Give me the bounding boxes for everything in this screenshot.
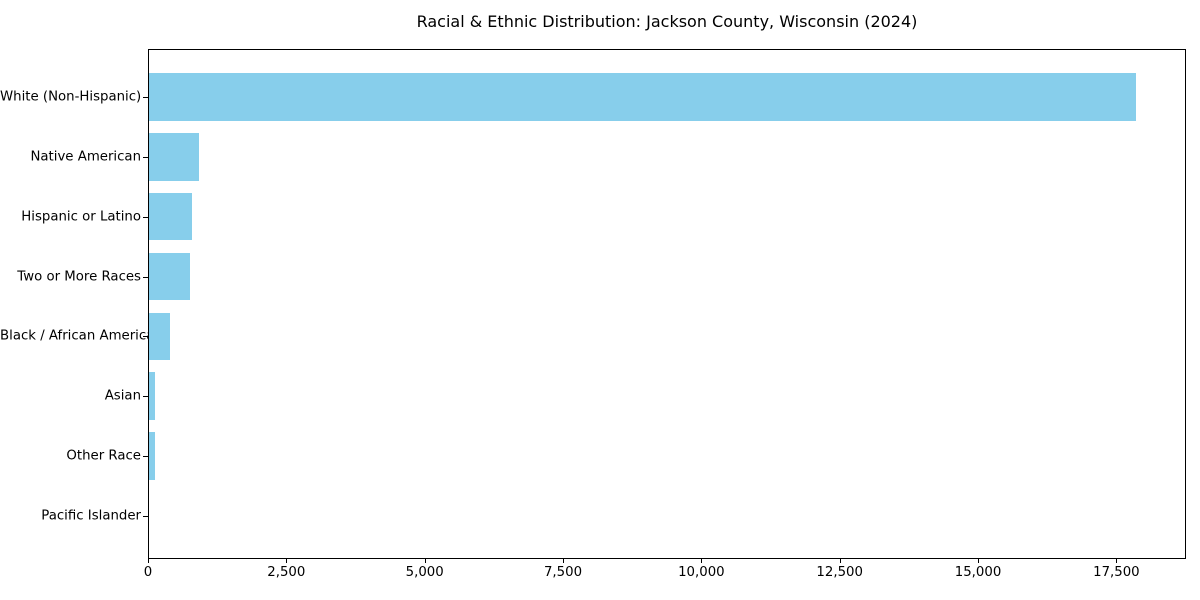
y-tick-label-other-race: Other Race [66, 448, 141, 464]
x-tick-label: 7,500 [543, 565, 583, 580]
y-tick-label-hispanic-or-latino: Hispanic or Latino [21, 209, 141, 225]
y-tick-mark [143, 276, 148, 278]
x-tick-mark [286, 559, 288, 563]
x-tick-label: 2,500 [267, 565, 306, 580]
x-tick-label: 0 [143, 565, 153, 580]
y-tick-mark [143, 455, 148, 457]
y-tick-label-native-american: Native American [30, 149, 141, 165]
y-tick-label-black-african-american: Black / African American [0, 328, 163, 344]
x-tick-mark [1116, 559, 1118, 563]
y-tick-mark [143, 515, 148, 517]
y-tick-label-pacific-islander: Pacific Islander [41, 508, 141, 524]
x-tick-label: 10,000 [678, 565, 725, 580]
x-tick-label: 12,500 [816, 565, 863, 580]
x-tick-mark [563, 559, 565, 563]
y-tick-mark [143, 156, 148, 158]
y-tick-label-two-or-more-races: Two or More Races [17, 268, 141, 284]
bar-hispanic-or-latino [149, 192, 192, 241]
bar-native-american [149, 133, 199, 181]
x-tick-mark [978, 559, 980, 563]
bar-two-or-more-races [149, 252, 190, 301]
x-tick-label: 5,000 [405, 565, 444, 580]
y-tick-mark [143, 216, 148, 218]
y-tick-mark [143, 336, 148, 338]
x-tick-mark [701, 559, 703, 563]
y-tick-label-asian: Asian [104, 388, 141, 404]
x-tick-mark [839, 559, 841, 563]
bar-black-african-american [149, 312, 171, 361]
x-tick-mark [148, 559, 149, 563]
chart-title: Racial & Ethnic Distribution: Jackson Co… [416, 12, 918, 31]
y-tick-mark [143, 396, 148, 398]
bar-white-non-hispanic [149, 73, 1136, 121]
x-tick-mark [424, 559, 426, 563]
y-tick-label-white-non-hispanic: White (Non-Hispanic) [0, 89, 142, 105]
bar-asian [149, 372, 155, 420]
y-tick-mark [143, 97, 148, 99]
bar-other-race [149, 432, 155, 480]
x-tick-label: 15,000 [954, 565, 1002, 580]
x-tick-label: 17,500 [1093, 565, 1140, 580]
plot-area [148, 49, 1186, 559]
